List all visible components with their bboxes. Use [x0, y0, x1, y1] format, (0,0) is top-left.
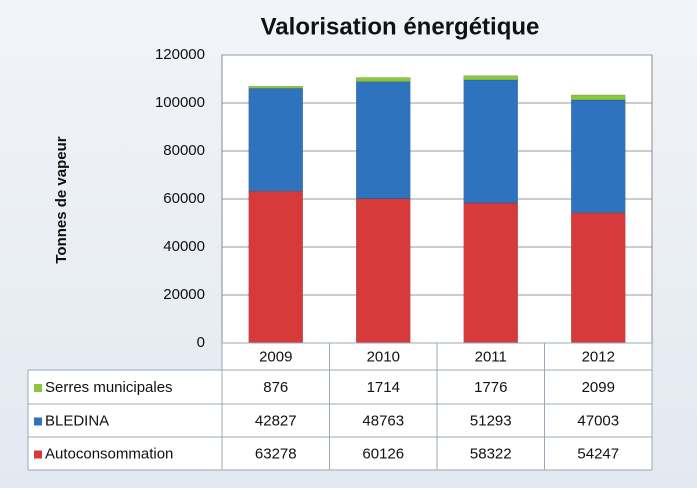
y-tick-label: 80000 — [163, 142, 205, 159]
table-value: 42827 — [255, 412, 297, 429]
y-tick-label: 100000 — [155, 94, 205, 111]
y-tick-label: 60000 — [163, 190, 205, 207]
bar-segment — [248, 190, 303, 344]
y-tick-label: 20000 — [163, 286, 205, 303]
x-tick-label: 2010 — [367, 348, 400, 365]
table-value: 51293 — [470, 412, 512, 429]
table-value: 60126 — [362, 445, 404, 462]
legend-key — [34, 450, 42, 459]
table-value: 58322 — [470, 445, 512, 462]
legend-label: BLEDINA — [45, 412, 109, 429]
table-body-bg — [28, 370, 652, 470]
bar-segment — [356, 81, 411, 199]
bar-segment — [463, 202, 518, 344]
table-value: 1714 — [367, 379, 400, 396]
legend-key — [34, 384, 42, 392]
table-value: 876 — [263, 379, 288, 396]
x-tick-label: 2011 — [475, 348, 507, 365]
legend-label: Serres municipales — [45, 379, 173, 396]
y-tick-label: 120000 — [155, 46, 205, 63]
bar-segment — [463, 75, 518, 81]
bar-segment — [356, 198, 411, 344]
bar-segment — [463, 79, 518, 204]
table-value: 2099 — [582, 379, 615, 396]
table-value: 48763 — [362, 412, 404, 429]
bar-segment — [356, 77, 411, 82]
y-axis-label: Tonnes de vapeur — [53, 136, 70, 263]
y-tick-label: 0 — [197, 334, 205, 351]
y-tick-label: 40000 — [163, 238, 205, 255]
legend-key — [34, 417, 42, 426]
bar-segment — [248, 85, 303, 89]
x-tick-label: 2012 — [582, 348, 615, 365]
table-value: 47003 — [577, 412, 619, 429]
chart-title: Valorisation énergétique — [261, 13, 540, 40]
bar-segment — [571, 212, 626, 344]
x-tick-label: 2009 — [259, 348, 292, 365]
table-value: 63278 — [255, 445, 297, 462]
legend-label: Autoconsommation — [45, 445, 173, 462]
bar-segment — [248, 88, 303, 192]
table-value: 54247 — [577, 445, 619, 462]
bar-segment — [571, 94, 626, 101]
bar-segment — [571, 99, 626, 214]
table-value: 1776 — [474, 379, 507, 396]
